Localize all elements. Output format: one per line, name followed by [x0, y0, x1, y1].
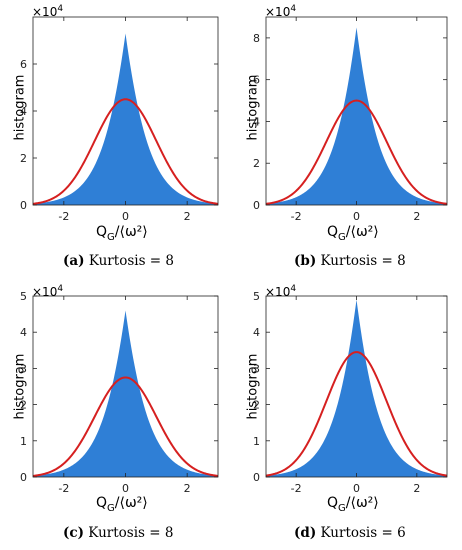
figure-caption: (b) Kurtosis = 8 [294, 253, 406, 269]
chart-panel-c: ×104 histogram -2 0 2 0 1 2 3 4 5 QG/⟨ω²⟩ (c) Ku… [0, 275, 231, 550]
y-multiplier: ×104 [32, 284, 64, 299]
y-tick-label: 3 [20, 362, 27, 375]
x-axis-label: QG/⟨ω²⟩ [96, 495, 148, 514]
x-tick-label: 0 [353, 210, 360, 223]
histogram-bars [33, 310, 218, 477]
x-tick-label: 2 [413, 210, 420, 223]
x-tick-label: 2 [413, 482, 420, 495]
y-axis-label: histogram [245, 74, 261, 141]
gaussian-fit-line [32, 376, 219, 477]
y-multiplier: ×104 [265, 284, 297, 299]
gaussian-fit-line [265, 351, 448, 477]
y-tick-label: 1 [20, 435, 27, 448]
x-axis-label: QG/⟨ω²⟩ [96, 224, 148, 243]
figure-caption: (c) Kurtosis = 8 [63, 525, 174, 541]
x-tick-label: -2 [58, 210, 69, 223]
y-tick-label: 2 [253, 399, 260, 412]
y-tick-label: 3 [253, 362, 260, 375]
histogram-bars [266, 299, 447, 477]
y-axis-label: histogram [12, 353, 28, 420]
histogram-bars [266, 27, 447, 205]
histogram-bars [33, 33, 218, 206]
x-axis-label: QG/⟨ω²⟩ [327, 495, 379, 514]
x-tick-label: 0 [122, 210, 129, 223]
gaussian-fit-line [265, 99, 448, 205]
y-tick-label: 1 [253, 435, 260, 448]
y-tick-label: 5 [20, 290, 27, 303]
y-tick-label: 5 [253, 290, 260, 303]
y-tick-label: 2 [253, 157, 260, 170]
y-tick-label: 8 [253, 32, 260, 45]
y-tick-label: 0 [253, 199, 260, 212]
y-tick-label: 4 [20, 105, 27, 118]
y-tick-label: 6 [253, 74, 260, 87]
plot-area: -2 0 2 0 1 2 3 4 5 [20, 290, 219, 495]
x-axis-label: QG/⟨ω²⟩ [327, 224, 379, 243]
y-tick-label: 0 [20, 199, 27, 212]
y-tick-label: 0 [20, 471, 27, 484]
x-tick-label: -2 [58, 482, 69, 495]
y-tick-label: 4 [20, 326, 27, 339]
y-axis-label: histogram [12, 74, 28, 141]
figure-caption: (d) Kurtosis = 6 [294, 525, 406, 541]
y-tick-label: 4 [253, 326, 260, 339]
chart-panel-a: ×104 histogram -2 0 2 0 2 4 6 QG/⟨ω²⟩ (a) Kurt… [0, 0, 231, 275]
x-tick-label: 2 [184, 210, 191, 223]
x-tick-label: -2 [291, 482, 302, 495]
x-tick-label: 0 [353, 482, 360, 495]
y-multiplier: ×104 [32, 4, 64, 19]
x-tick-label: -2 [291, 210, 302, 223]
x-tick-label: 2 [184, 482, 191, 495]
y-axis-label: histogram [245, 353, 261, 420]
figure-caption: (a) Kurtosis = 8 [63, 253, 174, 269]
chart-panel-d: ×104 histogram -2 0 2 0 1 2 3 4 5 QG/⟨ω²⟩ (d) Ku… [231, 275, 462, 550]
y-tick-label: 2 [20, 152, 27, 165]
y-tick-label: 0 [253, 471, 260, 484]
x-tick-label: 0 [122, 482, 129, 495]
plot-area: -2 0 2 0 2 4 6 8 [253, 16, 448, 223]
chart-panel-b: ×104 histogram -2 0 2 0 2 4 6 8 QG/⟨ω²⟩ (b) Kur… [231, 0, 462, 275]
gaussian-fit-line [32, 98, 219, 205]
y-tick-label: 4 [253, 115, 260, 128]
y-multiplier: ×104 [265, 4, 297, 19]
plot-area: -2 0 2 0 1 2 3 4 5 [253, 290, 448, 495]
y-tick-label: 6 [20, 58, 27, 71]
plot-area: -2 0 2 0 2 4 6 [20, 16, 219, 223]
y-tick-label: 2 [20, 399, 27, 412]
